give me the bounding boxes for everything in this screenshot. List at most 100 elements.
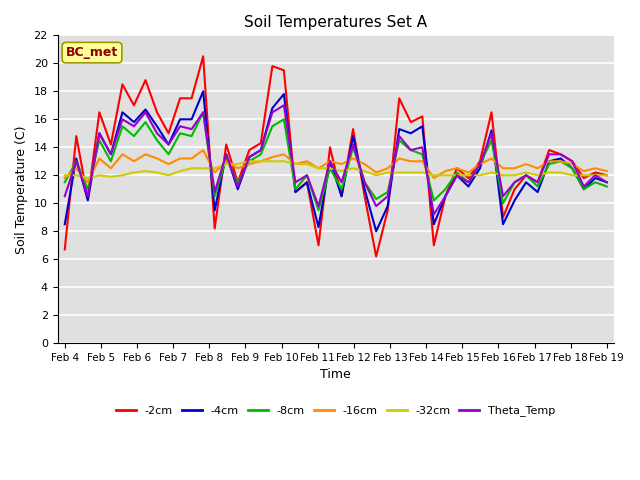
-32cm <box>407 169 415 175</box>
-2cm <box>303 180 311 185</box>
-32cm <box>107 174 115 180</box>
-2cm <box>580 175 588 181</box>
-8cm <box>465 180 472 185</box>
-8cm <box>557 158 564 164</box>
-16cm <box>568 161 576 167</box>
-8cm <box>349 144 357 150</box>
Theta_Temp <box>545 151 553 157</box>
Theta_Temp <box>384 193 392 199</box>
-8cm <box>222 156 230 161</box>
-16cm <box>303 158 311 164</box>
-2cm <box>176 96 184 101</box>
-16cm <box>453 166 461 171</box>
-2cm <box>338 193 346 199</box>
Theta_Temp <box>280 102 288 108</box>
-8cm <box>476 161 484 167</box>
-8cm <box>603 183 611 189</box>
-2cm <box>591 169 599 175</box>
-32cm <box>326 166 334 171</box>
-32cm <box>234 161 242 167</box>
-2cm <box>545 147 553 153</box>
-16cm <box>407 158 415 164</box>
Theta_Temp <box>326 158 334 164</box>
Theta_Temp <box>557 151 564 157</box>
Theta_Temp <box>222 151 230 157</box>
-16cm <box>292 161 300 167</box>
-32cm <box>315 166 323 171</box>
-4cm <box>164 142 172 147</box>
-2cm <box>372 253 380 259</box>
-2cm <box>534 180 541 185</box>
-4cm <box>280 91 288 97</box>
-2cm <box>246 147 253 153</box>
-2cm <box>234 180 242 185</box>
-32cm <box>557 169 564 175</box>
-2cm <box>199 53 207 59</box>
-4cm <box>476 166 484 171</box>
Theta_Temp <box>292 180 300 185</box>
-32cm <box>130 169 138 175</box>
-16cm <box>234 166 242 171</box>
-8cm <box>303 172 311 178</box>
-2cm <box>511 186 518 192</box>
-32cm <box>372 172 380 178</box>
-16cm <box>522 161 530 167</box>
-32cm <box>338 168 346 174</box>
-32cm <box>280 158 288 164</box>
-32cm <box>603 172 611 178</box>
Theta_Temp <box>246 154 253 160</box>
Theta_Temp <box>211 189 218 195</box>
-4cm <box>338 193 346 199</box>
-16cm <box>603 168 611 174</box>
-2cm <box>430 242 438 248</box>
-32cm <box>442 172 449 178</box>
-32cm <box>269 158 276 164</box>
-8cm <box>315 207 323 213</box>
Theta_Temp <box>141 109 149 115</box>
-16cm <box>95 156 103 161</box>
Theta_Temp <box>107 151 115 157</box>
-8cm <box>326 166 334 171</box>
-4cm <box>361 186 369 192</box>
-16cm <box>188 156 195 161</box>
-4cm <box>61 221 68 227</box>
-32cm <box>95 172 103 178</box>
-4cm <box>430 221 438 227</box>
-4cm <box>580 186 588 192</box>
-4cm <box>72 156 80 161</box>
-4cm <box>141 107 149 112</box>
-8cm <box>153 137 161 143</box>
-4cm <box>384 203 392 209</box>
Theta_Temp <box>118 117 126 122</box>
-16cm <box>107 166 115 171</box>
-4cm <box>372 228 380 234</box>
-4cm <box>188 117 195 122</box>
-32cm <box>568 172 576 178</box>
-16cm <box>257 158 265 164</box>
-32cm <box>453 172 461 178</box>
-4cm <box>407 131 415 136</box>
Theta_Temp <box>488 131 495 136</box>
Theta_Temp <box>199 109 207 115</box>
-8cm <box>141 119 149 125</box>
Line: -4cm: -4cm <box>65 91 607 231</box>
-8cm <box>61 180 68 185</box>
-32cm <box>222 161 230 167</box>
-4cm <box>257 147 265 153</box>
-2cm <box>315 242 323 248</box>
-16cm <box>326 158 334 164</box>
Legend: -2cm, -4cm, -8cm, -16cm, -32cm, Theta_Temp: -2cm, -4cm, -8cm, -16cm, -32cm, Theta_Te… <box>111 401 560 421</box>
X-axis label: Time: Time <box>321 369 351 382</box>
Theta_Temp <box>511 180 518 185</box>
-2cm <box>107 142 115 147</box>
-16cm <box>199 147 207 153</box>
Line: -16cm: -16cm <box>65 150 607 182</box>
-16cm <box>211 169 218 175</box>
-32cm <box>511 172 518 178</box>
-32cm <box>176 168 184 174</box>
-2cm <box>164 131 172 136</box>
Theta_Temp <box>257 147 265 153</box>
-32cm <box>580 172 588 178</box>
-16cm <box>176 156 184 161</box>
-8cm <box>95 137 103 143</box>
